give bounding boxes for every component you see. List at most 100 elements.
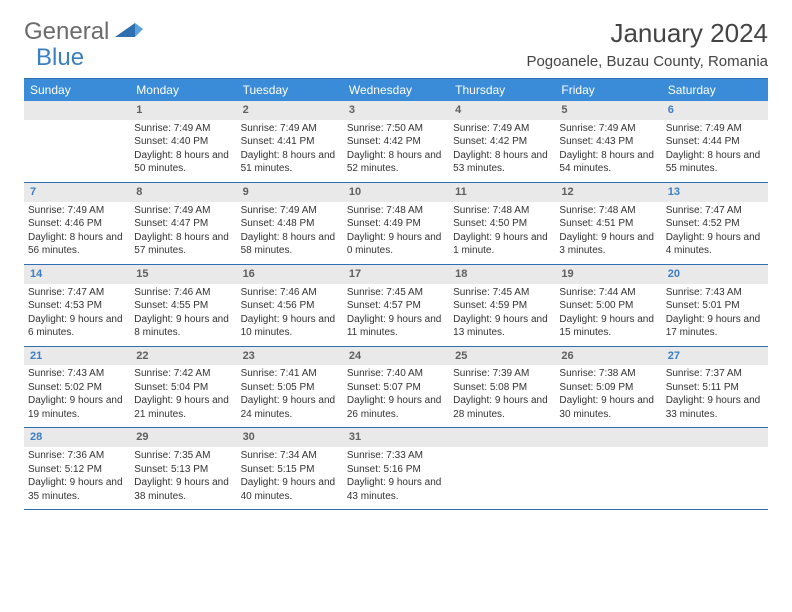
day-body: Sunrise: 7:49 AMSunset: 4:43 PMDaylight:…	[555, 122, 661, 176]
day-body: Sunrise: 7:38 AMSunset: 5:09 PMDaylight:…	[555, 367, 661, 421]
day-number: 17	[343, 265, 449, 284]
day-cell: 4Sunrise: 7:49 AMSunset: 4:42 PMDaylight…	[449, 101, 555, 182]
day-number: 9	[237, 183, 343, 202]
day-body: Sunrise: 7:48 AMSunset: 4:51 PMDaylight:…	[555, 204, 661, 258]
day-cell: 11 Sunrise: 7:48 AMSunset: 4:50 PMDayligh…	[449, 183, 555, 264]
day-number: 26	[555, 347, 661, 366]
sunset-text: Sunset: 5:12 PM	[28, 463, 126, 477]
sunset-text: Sunset: 4:44 PM	[666, 135, 764, 149]
sunrise-text: Sunrise: 7:49 AM	[134, 122, 232, 136]
day-number: 3	[343, 101, 449, 120]
daylight-text: Daylight: 8 hours and 55 minutes.	[666, 149, 764, 176]
sunset-text: Sunset: 4:46 PM	[28, 217, 126, 231]
day-number: 2	[237, 101, 343, 120]
week-row: 28Sunrise: 7:36 AMSunset: 5:12 PMDayligh…	[24, 428, 768, 510]
day-cell: 23Sunrise: 7:41 AMSunset: 5:05 PMDayligh…	[237, 347, 343, 428]
day-cell: 24Sunrise: 7:40 AMSunset: 5:07 PMDayligh…	[343, 347, 449, 428]
daylight-text: Daylight: 9 hours and 11 minutes.	[347, 313, 445, 340]
weekday-header: Thursday	[449, 79, 555, 101]
weekday-header: Wednesday	[343, 79, 449, 101]
day-body: Sunrise: 7:46 AMSunset: 4:55 PMDaylight:…	[130, 286, 236, 340]
day-number: 5	[555, 101, 661, 120]
sunrise-text: Sunrise: 7:37 AM	[666, 367, 764, 381]
day-cell	[24, 101, 130, 182]
day-body: Sunrise: 7:35 AMSunset: 5:13 PMDaylight:…	[130, 449, 236, 503]
day-cell: 15Sunrise: 7:46 AMSunset: 4:55 PMDayligh…	[130, 265, 236, 346]
sunset-text: Sunset: 5:15 PM	[241, 463, 339, 477]
sunrise-text: Sunrise: 7:34 AM	[241, 449, 339, 463]
daylight-text: Daylight: 9 hours and 8 minutes.	[134, 313, 232, 340]
day-cell: 26Sunrise: 7:38 AMSunset: 5:09 PMDayligh…	[555, 347, 661, 428]
day-cell: 28 Sunrise: 7:36 AMSunset: 5:12 PMDayligh…	[24, 428, 130, 509]
sunrise-text: Sunrise: 7:35 AM	[134, 449, 232, 463]
day-cell: 13Sunrise: 7:47 AMSunset: 4:52 PMDayligh…	[662, 183, 768, 264]
day-body: Sunrise: 7:50 AMSunset: 4:42 PMDaylight:…	[343, 122, 449, 176]
day-number: 19	[555, 265, 661, 284]
sunrise-text: Sunrise: 7:45 AM	[453, 286, 551, 300]
day-body: Sunrise: 7:49 AMSunset: 4:40 PMDaylight:…	[130, 122, 236, 176]
day-body: Sunrise: 7:47 AMSunset: 4:53 PMDaylight:…	[24, 286, 130, 340]
day-cell: 31Sunrise: 7:33 AMSunset: 5:16 PMDayligh…	[343, 428, 449, 509]
day-body: Sunrise: 7:49 AMSunset: 4:48 PMDaylight:…	[237, 204, 343, 258]
weekday-header: Friday	[555, 79, 661, 101]
day-number: 29	[130, 428, 236, 447]
sunrise-text: Sunrise: 7:42 AM	[134, 367, 232, 381]
day-cell	[555, 428, 661, 509]
day-body: Sunrise: 7:39 AMSunset: 5:08 PMDaylight:…	[449, 367, 555, 421]
logo-mark-icon	[115, 18, 143, 46]
day-cell: 3 Sunrise: 7:50 AMSunset: 4:42 PMDaylight…	[343, 101, 449, 182]
weekday-header: Saturday	[662, 79, 768, 101]
daylight-text: Daylight: 9 hours and 3 minutes.	[559, 231, 657, 258]
day-body: Sunrise: 7:40 AMSunset: 5:07 PMDaylight:…	[343, 367, 449, 421]
sunrise-text: Sunrise: 7:46 AM	[241, 286, 339, 300]
sunset-text: Sunset: 4:56 PM	[241, 299, 339, 313]
sunset-text: Sunset: 4:48 PM	[241, 217, 339, 231]
day-number: 18	[449, 265, 555, 284]
day-number	[555, 428, 661, 447]
day-body: Sunrise: 7:37 AMSunset: 5:11 PMDaylight:…	[662, 367, 768, 421]
sunset-text: Sunset: 5:16 PM	[347, 463, 445, 477]
week-row: 7Sunrise: 7:49 AMSunset: 4:46 PMDaylight…	[24, 183, 768, 265]
day-body: Sunrise: 7:49 AMSunset: 4:46 PMDaylight:…	[24, 204, 130, 258]
day-body: Sunrise: 7:41 AMSunset: 5:05 PMDaylight:…	[237, 367, 343, 421]
sunrise-text: Sunrise: 7:46 AM	[134, 286, 232, 300]
day-body: Sunrise: 7:49 AMSunset: 4:44 PMDaylight:…	[662, 122, 768, 176]
sunset-text: Sunset: 5:08 PM	[453, 381, 551, 395]
sunrise-text: Sunrise: 7:43 AM	[28, 367, 126, 381]
sunrise-text: Sunrise: 7:48 AM	[347, 204, 445, 218]
sunrise-text: Sunrise: 7:50 AM	[347, 122, 445, 136]
day-cell: 19 Sunrise: 7:44 AMSunset: 5:00 PMDayligh…	[555, 265, 661, 346]
sunrise-text: Sunrise: 7:44 AM	[559, 286, 657, 300]
day-body: Sunrise: 7:48 AMSunset: 4:50 PMDaylight:…	[449, 204, 555, 258]
day-number: 10	[343, 183, 449, 202]
sunrise-text: Sunrise: 7:49 AM	[134, 204, 232, 218]
sunset-text: Sunset: 5:02 PM	[28, 381, 126, 395]
sunset-text: Sunset: 4:41 PM	[241, 135, 339, 149]
day-number: 28	[24, 428, 130, 447]
day-number	[662, 428, 768, 447]
daylight-text: Daylight: 9 hours and 40 minutes.	[241, 476, 339, 503]
sunrise-text: Sunrise: 7:49 AM	[241, 204, 339, 218]
sunrise-text: Sunrise: 7:48 AM	[453, 204, 551, 218]
day-number: 7	[24, 183, 130, 202]
calendar: SundayMondayTuesdayWednesdayThursdayFrid…	[24, 78, 768, 510]
sunset-text: Sunset: 5:00 PM	[559, 299, 657, 313]
day-number: 11	[449, 183, 555, 202]
day-number: 16	[237, 265, 343, 284]
daylight-text: Daylight: 9 hours and 35 minutes.	[28, 476, 126, 503]
day-cell: 14Sunrise: 7:47 AMSunset: 4:53 PMDayligh…	[24, 265, 130, 346]
sunset-text: Sunset: 5:04 PM	[134, 381, 232, 395]
day-cell: 12Sunrise: 7:48 AMSunset: 4:51 PMDayligh…	[555, 183, 661, 264]
sunrise-text: Sunrise: 7:49 AM	[453, 122, 551, 136]
sunset-text: Sunset: 4:42 PM	[347, 135, 445, 149]
sunrise-text: Sunrise: 7:36 AM	[28, 449, 126, 463]
daylight-text: Daylight: 9 hours and 10 minutes.	[241, 313, 339, 340]
day-number	[449, 428, 555, 447]
location-text: Pogoanele, Buzau County, Romania	[526, 53, 768, 70]
day-body: Sunrise: 7:42 AMSunset: 5:04 PMDaylight:…	[130, 367, 236, 421]
day-body: Sunrise: 7:47 AMSunset: 4:52 PMDaylight:…	[662, 204, 768, 258]
daylight-text: Daylight: 9 hours and 24 minutes.	[241, 394, 339, 421]
daylight-text: Daylight: 8 hours and 52 minutes.	[347, 149, 445, 176]
sunset-text: Sunset: 5:13 PM	[134, 463, 232, 477]
day-body: Sunrise: 7:44 AMSunset: 5:00 PMDaylight:…	[555, 286, 661, 340]
